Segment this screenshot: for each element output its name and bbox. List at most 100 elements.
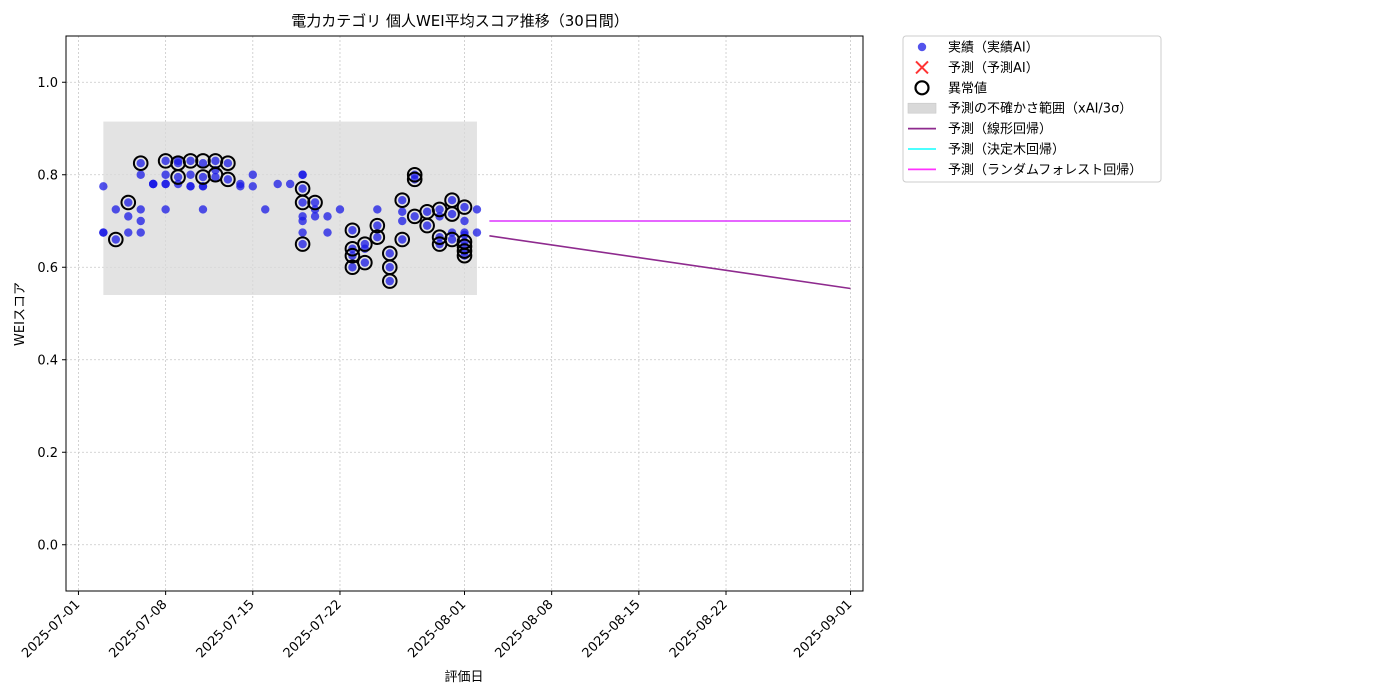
actual-point-37 [223, 158, 233, 168]
actual-point-28 [186, 156, 195, 166]
actual-point-54 [310, 198, 320, 207]
y-tick-label-3: 0.6 [37, 261, 58, 276]
actual-point-38 [223, 175, 233, 184]
legend-swatch-predicted [915, 60, 929, 75]
actual-point-18 [161, 156, 170, 166]
x-tick-label-1: 2025-07-08 [106, 597, 170, 661]
actual-point-30 [198, 158, 208, 168]
actual-point-4 [111, 205, 121, 214]
actual-point-91 [460, 216, 469, 226]
actual-point-53 [298, 239, 307, 249]
anomaly-marker-28 [394, 231, 411, 248]
y-tick-label-4: 0.8 [37, 168, 58, 183]
actual-point-42 [248, 182, 257, 191]
actual-point-3 [111, 235, 121, 244]
anomaly-marker-39 [444, 206, 460, 222]
actual-point-57 [323, 228, 332, 237]
anomaly-marker-34 [419, 217, 435, 234]
anomaly-marker-23 [369, 217, 386, 234]
actual-point-7 [124, 212, 133, 221]
x-tick-label-6: 2025-08-15 [580, 597, 644, 661]
actual-point-1 [99, 182, 108, 191]
actual-point-98 [472, 205, 482, 214]
anomaly-marker-7 [195, 153, 211, 169]
actual-point-26 [186, 182, 195, 191]
actual-point-89 [447, 235, 457, 244]
anomaly-marker-17 [344, 222, 361, 239]
actual-point-34 [211, 156, 220, 166]
anomaly-marker-41 [456, 199, 473, 215]
legend-label-anomaly: 異常値 [948, 80, 987, 96]
anomaly-marker-5 [170, 169, 186, 185]
actual-point-49 [298, 198, 307, 207]
actual-point-9 [136, 216, 145, 226]
x-tick-label-7: 2025-08-22 [667, 597, 731, 661]
legend-label-linear: 予測（線形回帰） [948, 121, 1052, 137]
actual-point-35 [211, 172, 220, 182]
actual-point-23 [173, 156, 183, 166]
x-tick-label-0: 2025-07-01 [19, 597, 83, 661]
actual-point-72 [385, 276, 394, 286]
x-tick-label-3: 2025-07-22 [281, 597, 345, 661]
actual-point-66 [360, 258, 370, 267]
actual-point-99 [472, 228, 482, 237]
actual-point-41 [248, 170, 257, 179]
anomaly-marker-27 [381, 273, 398, 289]
actual-point-45 [285, 179, 295, 189]
legend-swatch-anomaly [914, 80, 930, 96]
actual-point-71 [385, 263, 394, 272]
actual-point-75 [398, 207, 407, 216]
actual-point-43 [261, 205, 270, 214]
actual-point-11 [136, 158, 145, 168]
anomaly-marker-31 [406, 171, 423, 188]
anomaly-marker-6 [182, 153, 199, 169]
actual-point-56 [310, 212, 320, 221]
anomaly-marker-14 [294, 194, 311, 211]
anomaly-marker-29 [394, 192, 411, 208]
y-tick-label-1: 0.2 [37, 446, 58, 461]
legend-label-actual: 実績（実績AI） [948, 40, 1039, 56]
actual-point-27 [186, 170, 195, 179]
actual-point-12 [136, 170, 145, 179]
anomaly-marker-43 [456, 238, 473, 255]
actual-point-8 [136, 205, 145, 214]
actual-point-10 [136, 228, 145, 237]
anomaly-marker-15 [294, 236, 311, 252]
legend-swatch-actual [917, 42, 927, 52]
x-tick-label-2: 2025-07-15 [194, 597, 258, 661]
anomaly-marker-24 [369, 229, 386, 245]
legend-label-forest: 予測（ランダムフォレスト回帰） [948, 162, 1142, 178]
actual-point-73 [398, 235, 407, 244]
x-axis-label: 評価日 [444, 670, 483, 685]
actual-point-6 [124, 198, 133, 207]
actual-point-81 [422, 221, 432, 230]
legend-frame [902, 35, 1162, 183]
actual-point-15 [148, 179, 158, 189]
actual-point-24 [173, 172, 183, 182]
anomaly-marker-45 [456, 247, 473, 264]
chart-title: 電力カテゴリ 個人WEI平均スコア推移（30日間） [291, 12, 629, 30]
actual-point-33 [198, 172, 208, 182]
actual-point-84 [435, 205, 444, 214]
actual-point-80 [422, 207, 432, 216]
actual-point-58 [323, 212, 332, 221]
y-tick-label-2: 0.4 [37, 353, 58, 368]
actual-point-90 [460, 202, 469, 212]
actual-point-69 [373, 205, 382, 214]
actual-point-31 [198, 205, 208, 214]
actual-point-59 [335, 205, 345, 214]
actual-point-74 [398, 195, 407, 205]
x-tick-label-5: 2025-08-08 [492, 597, 556, 661]
x-axis: 2025-07-01 2025-07-08 2025-07-15 2025-07-22… [19, 591, 855, 661]
anomaly-marker-2 [132, 155, 149, 171]
actual-point-44 [273, 179, 282, 189]
legend-label-tree: 予測（決定木回帰） [948, 142, 1065, 158]
anomaly-marker-30 [406, 166, 423, 183]
legend-label-predicted: 予測（予測AI） [948, 61, 1039, 76]
anomaly-marker-22 [357, 254, 373, 271]
actual-point-48 [298, 184, 307, 193]
actual-point-19 [161, 205, 170, 214]
x-tick-label-4: 2025-08-01 [405, 597, 469, 661]
